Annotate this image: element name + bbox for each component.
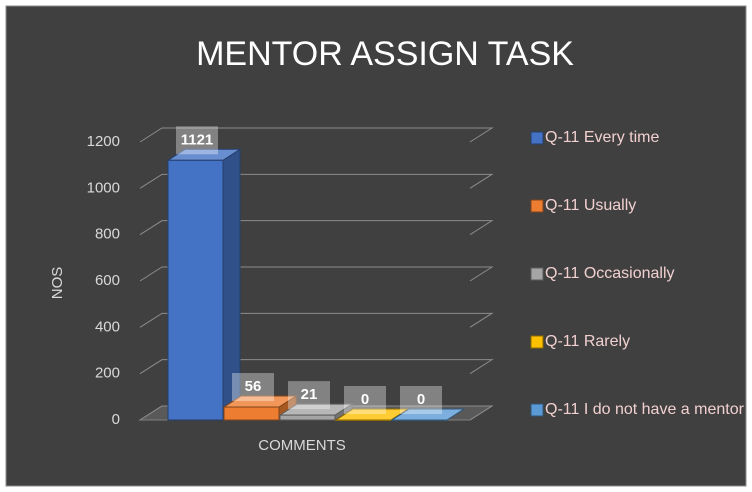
grid-line xyxy=(139,266,494,282)
legend-item: Q-11 I do not have a mentor xyxy=(545,401,744,418)
grid-line xyxy=(139,173,494,189)
value-label-box xyxy=(232,373,274,402)
value-label: 1121 xyxy=(181,131,214,148)
legend-text: Q-11 Every time xyxy=(545,129,660,146)
legend-text: Q-11 Usually xyxy=(545,197,637,214)
y-tick-label: 1200 xyxy=(87,133,120,150)
legend-marker xyxy=(530,267,544,281)
legend-item: Q-11 Rarely xyxy=(545,333,631,350)
value-label: 0 xyxy=(417,391,425,408)
bar xyxy=(335,419,392,421)
legend-marker xyxy=(530,403,544,417)
x-axis-label: COMMENTS xyxy=(258,437,346,454)
value-label: 0 xyxy=(361,391,369,408)
value-label-box xyxy=(288,381,330,410)
legend-text: Q-11 Occasionally xyxy=(545,265,675,282)
grid-line xyxy=(139,220,494,236)
value-label: 56 xyxy=(245,378,262,395)
bar xyxy=(391,419,448,421)
y-tick-label: 1000 xyxy=(87,179,120,196)
legend-marker xyxy=(530,335,544,349)
legend-item: Q-11 Every time xyxy=(545,129,660,146)
value-label-box xyxy=(400,386,442,414)
legend-text: Q-11 I do not have a mentor xyxy=(545,401,744,418)
grid-line xyxy=(139,312,494,328)
y-tick-label: 600 xyxy=(95,272,120,289)
value-label-box xyxy=(344,386,386,414)
y-tick-label: 200 xyxy=(95,365,120,382)
grid-line xyxy=(139,127,494,143)
y-tick-label: 0 xyxy=(112,411,120,428)
legend-text: Q-11 Rarely xyxy=(545,333,631,350)
bar xyxy=(223,406,280,421)
legend-item: Q-11 Usually xyxy=(545,197,637,214)
y-axis-label: NOS xyxy=(49,267,66,300)
legend-marker xyxy=(530,199,544,213)
legend-marker xyxy=(530,131,544,145)
chart-title: MENTOR ASSIGN TASK xyxy=(196,35,574,73)
value-label-box xyxy=(176,126,218,155)
value-label: 21 xyxy=(301,386,318,403)
grid-line xyxy=(139,359,494,375)
bar xyxy=(279,414,336,421)
bar xyxy=(167,159,224,421)
legend-item: Q-11 Occasionally xyxy=(545,265,675,282)
y-tick-label: 800 xyxy=(95,226,120,243)
y-tick-label: 400 xyxy=(95,318,120,335)
